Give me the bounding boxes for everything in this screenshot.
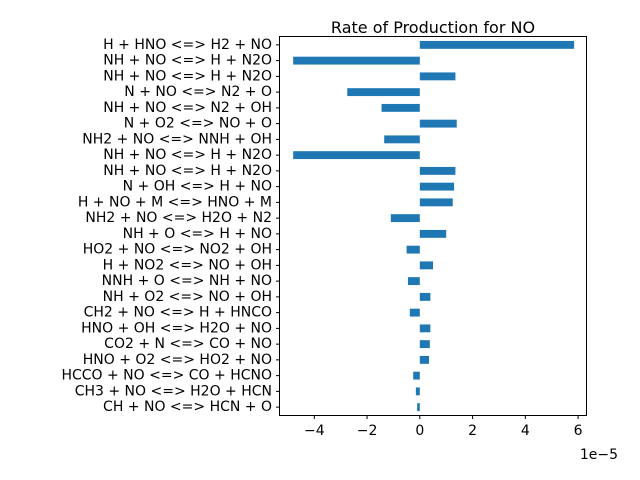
bar — [347, 88, 420, 97]
bar — [419, 261, 433, 270]
bar — [419, 40, 575, 49]
y-tick-label: NH2 + NO <=> H2O + N2 — [85, 210, 272, 226]
x-tick-label: 2 — [468, 423, 477, 439]
y-tick-label: HNO + O2 <=> HO2 + NO — [83, 352, 272, 368]
x-axis: −4 −2 0 2 4 6 — [304, 415, 583, 439]
y-tick-label: CO2 + N <=> CO + NO — [104, 336, 272, 352]
bar — [419, 324, 431, 333]
bar — [409, 308, 420, 317]
bar — [419, 119, 457, 128]
bar — [390, 214, 420, 223]
bar — [384, 135, 420, 144]
bar — [419, 166, 456, 175]
y-tick-label: NH + O2 <=> NO + OH — [103, 289, 272, 305]
x-tick-label: −4 — [304, 423, 325, 439]
bar — [381, 103, 420, 112]
bar — [419, 72, 456, 81]
bar — [419, 182, 455, 191]
x-axis-scale-label: 1e−5 — [580, 447, 618, 463]
y-tick-label: NNH + O <=> NH + NO — [102, 273, 272, 289]
y-tick-label: HNO + OH <=> H2O + NO — [81, 320, 272, 336]
bar — [406, 245, 420, 254]
y-tick-label: NH + NO <=> H + N2O — [103, 147, 272, 163]
bar — [419, 229, 447, 238]
y-tick-label: H + NO + M <=> HNO + M — [78, 194, 272, 210]
y-tick-label: NH + NO <=> H + N2O — [103, 68, 272, 84]
x-tick-label: 4 — [521, 423, 530, 439]
y-tick-label: N + NO <=> N2 + O — [124, 84, 272, 100]
bars-group — [293, 40, 575, 412]
bar — [415, 387, 420, 396]
y-tick-label: NH2 + NO <=> NNH + OH — [82, 131, 272, 147]
y-tick-label: NH + O <=> H + NO — [123, 226, 272, 242]
y-tick-label: HO2 + NO <=> NO2 + OH — [83, 242, 272, 258]
y-tick-label: H + HNO <=> H2 + NO — [103, 37, 272, 53]
y-tick-label: N + OH <=> H + NO — [123, 179, 272, 195]
bar — [413, 371, 420, 380]
bar — [419, 355, 430, 364]
y-tick-label: CH + NO <=> HCN + O — [103, 399, 272, 415]
bar — [407, 277, 420, 286]
bar — [419, 292, 431, 301]
y-tick-label: N + O2 <=> NO + O — [124, 116, 272, 132]
x-tick-label: −2 — [357, 423, 378, 439]
x-tick-label: 6 — [574, 423, 583, 439]
y-tick-label: CH3 + NO <=> H2O + HCN — [75, 383, 272, 399]
y-tick-label: NH + NO <=> H + N2O — [103, 163, 272, 179]
x-tick-label: 0 — [415, 423, 424, 439]
y-tick-label: NH + NO <=> N2 + OH — [103, 100, 272, 116]
chart-title: Rate of Production for NO — [331, 18, 535, 37]
bar — [293, 151, 420, 160]
bar — [293, 56, 420, 65]
y-tick-label: NH + NO <=> H + N2O — [103, 53, 272, 69]
bar — [419, 198, 453, 207]
y-tick-label: CH2 + NO <=> H + HNCO — [84, 305, 272, 321]
plot-frame — [279, 36, 587, 416]
y-tick-label: HCCO + NO <=> CO + HCNO — [61, 368, 272, 384]
y-tick-label: H + NO2 <=> NO + OH — [103, 257, 272, 273]
bar — [419, 340, 430, 349]
bar — [417, 403, 420, 412]
